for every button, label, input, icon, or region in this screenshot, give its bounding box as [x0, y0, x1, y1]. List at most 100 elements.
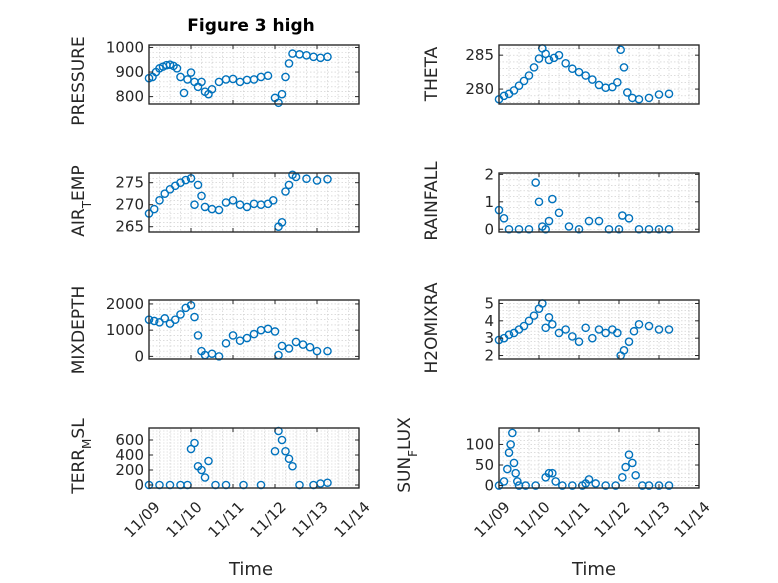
axes-frame	[498, 44, 700, 105]
ylabel-air-temp-tail: EMP	[69, 165, 89, 201]
data-point	[214, 352, 224, 361]
data-point	[211, 480, 220, 490]
data-point	[561, 59, 570, 68]
data-point	[239, 480, 248, 490]
data-point	[284, 59, 294, 68]
data-point	[521, 481, 530, 490]
data-point	[249, 329, 259, 339]
data-point	[654, 224, 664, 234]
x-tick-label: 11/12	[590, 498, 633, 541]
data-point	[554, 328, 564, 338]
panel-3: 265 270 275	[115, 170, 360, 236]
data-point	[499, 213, 509, 223]
y-tick-label: 200	[115, 461, 144, 479]
data-point	[524, 71, 534, 80]
data-point	[664, 89, 674, 99]
x-tick-label: 11/12	[246, 498, 289, 541]
axes-frame	[498, 427, 700, 489]
data-point	[514, 224, 524, 234]
data-point	[601, 328, 610, 338]
data-point	[544, 216, 554, 226]
data-point	[654, 325, 664, 334]
data-point	[574, 224, 584, 234]
ylabel-air-temp: AIRTEMP	[69, 165, 94, 236]
data-point	[242, 333, 252, 343]
data-point	[664, 325, 674, 334]
data-point	[664, 481, 674, 490]
data-point	[288, 461, 297, 471]
y-tick-label: 100	[465, 435, 494, 453]
axes-frame	[148, 172, 360, 233]
data-point	[277, 435, 287, 445]
data-point	[181, 175, 191, 185]
data-point	[149, 316, 159, 326]
data-point	[531, 178, 540, 187]
data-point	[197, 191, 206, 201]
data-point	[568, 481, 577, 490]
data-point	[509, 458, 519, 468]
data-point	[584, 475, 594, 484]
data-point	[197, 465, 206, 475]
data-point	[302, 174, 311, 184]
y-tick-label: 400	[115, 446, 144, 464]
data-point	[616, 45, 625, 55]
data-point	[305, 342, 315, 352]
data-point	[574, 67, 584, 77]
data-point	[558, 481, 567, 490]
data-point	[581, 71, 590, 80]
data-point	[618, 473, 627, 482]
data-point	[284, 344, 294, 353]
data-point	[165, 480, 175, 490]
data-point	[323, 346, 332, 356]
data-point	[263, 71, 273, 81]
data-point	[511, 468, 520, 478]
y-tick-label: 900	[115, 63, 144, 81]
x-tick-label: 11/11	[204, 498, 247, 541]
ylabel-terr-msl: TERRMSL	[69, 418, 94, 495]
data-point	[509, 86, 519, 95]
data-point	[629, 326, 639, 336]
y-tick-label: 2000	[106, 295, 144, 313]
panel-4: 0 1 2	[484, 165, 700, 238]
ylabel-sun-sub: F	[406, 450, 420, 457]
panel-1: 800 900 1000	[106, 38, 360, 108]
data-point	[634, 224, 644, 234]
data-point	[544, 468, 554, 478]
data-point	[544, 55, 554, 65]
data-point	[588, 333, 597, 343]
data-point	[214, 205, 224, 215]
data-point	[499, 91, 509, 101]
data-point	[623, 88, 632, 97]
y-tick-label: 275	[115, 174, 144, 192]
xlabel-right: Time	[571, 559, 616, 580]
data-point	[614, 224, 624, 234]
data-point	[608, 82, 617, 92]
data-point	[541, 224, 550, 234]
data-point	[284, 454, 294, 464]
data-point	[654, 90, 664, 99]
data-point	[524, 316, 534, 326]
y-tick-label: 0	[484, 477, 494, 495]
data-point	[323, 174, 332, 184]
data-point	[186, 68, 196, 77]
data-point	[281, 72, 290, 82]
data-point	[149, 204, 159, 214]
data-point	[190, 200, 199, 210]
data-point	[179, 88, 189, 98]
data-point	[284, 180, 294, 190]
data-point	[604, 224, 614, 234]
axes-frame	[148, 427, 360, 489]
data-point	[193, 180, 203, 190]
panel-5: 0 1000 2000	[106, 295, 360, 365]
data-point	[551, 477, 560, 486]
y-tick-label: 1000	[106, 321, 144, 339]
data-point	[601, 481, 610, 490]
data-point	[613, 328, 622, 338]
data-point	[581, 323, 590, 333]
data-point	[499, 477, 509, 486]
x-tick-label: 11/14	[670, 498, 713, 541]
y-tick-label: 2	[484, 165, 494, 183]
ylabel-sun-tail: LUX	[395, 417, 415, 450]
data-point	[634, 319, 644, 329]
